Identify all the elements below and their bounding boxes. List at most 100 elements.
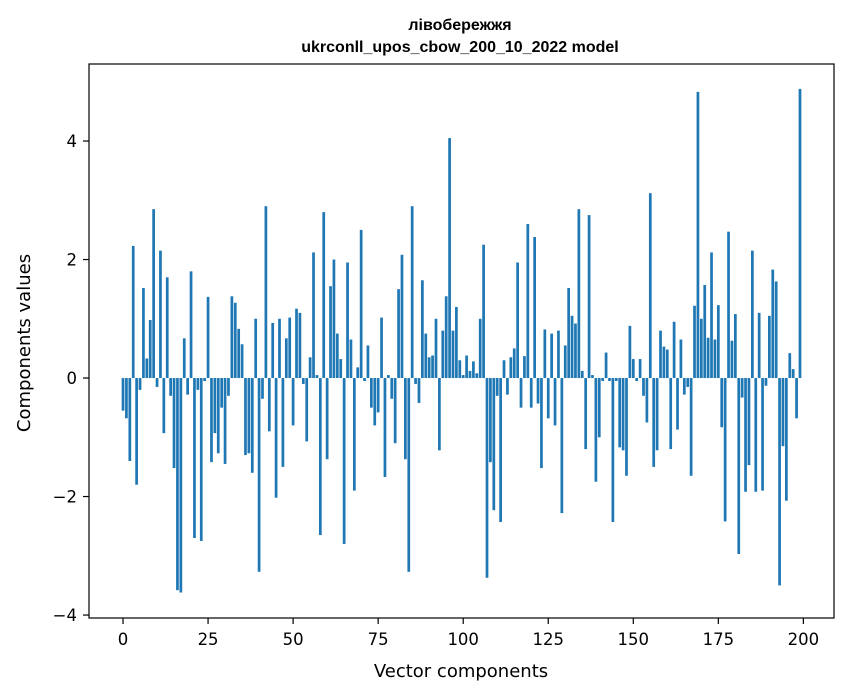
bar-122 [536, 378, 540, 404]
bar-95 [444, 296, 448, 379]
bar-8 [148, 319, 152, 379]
bar-31 [227, 378, 230, 396]
bar-42 [264, 206, 268, 379]
bar-157 [655, 378, 659, 451]
bar-117 [519, 378, 523, 408]
bar-141 [601, 378, 605, 381]
bar-168 [693, 305, 696, 379]
bar-65 [342, 378, 346, 544]
bar-37 [247, 378, 251, 454]
bar-147 [621, 378, 625, 451]
bar-80 [393, 378, 397, 444]
x-axis-label: Vector components [374, 661, 548, 682]
bar-48 [284, 338, 288, 379]
bar-81 [397, 289, 400, 379]
bar-110 [495, 378, 499, 396]
x-tick-label: 125 [532, 630, 564, 649]
bar-176 [720, 378, 724, 428]
bar-45 [274, 378, 278, 498]
bar-1 [125, 378, 128, 419]
bar-68 [352, 378, 356, 491]
x-tick-label: 0 [118, 630, 129, 649]
bar-105 [478, 318, 482, 379]
bar-32 [230, 296, 234, 379]
bar-9 [152, 209, 155, 379]
bar-10 [155, 378, 159, 387]
bar-118 [523, 356, 526, 379]
bar-3 [131, 245, 135, 379]
chart-title: лівобережжя [408, 17, 511, 34]
bar-145 [614, 378, 618, 381]
bar-69 [356, 367, 360, 379]
plot-area-frame [88, 63, 835, 619]
bar-183 [744, 378, 747, 492]
bar-150 [631, 359, 635, 379]
bar-144 [611, 378, 615, 523]
bar-94 [441, 330, 445, 379]
bar-161 [669, 378, 673, 450]
y-tick-label: 0 [67, 369, 78, 388]
bar-28 [216, 378, 220, 454]
bar-17 [179, 378, 183, 593]
bar-79 [390, 378, 394, 399]
bar-149 [628, 325, 632, 379]
bar-34 [237, 328, 241, 379]
bar-179 [730, 340, 734, 379]
bar-146 [618, 378, 622, 448]
bar-14 [169, 378, 172, 396]
y-axis-ticks: −4 −2 0 2 4 [53, 132, 89, 625]
bar-40 [257, 378, 261, 572]
bar-43 [267, 378, 271, 432]
bar-20 [189, 271, 193, 379]
bar-100 [461, 375, 465, 379]
x-tick-label: 75 [368, 630, 389, 649]
bar-143 [608, 378, 611, 381]
bar-173 [710, 252, 713, 379]
bar-74 [373, 378, 377, 426]
bar-185 [751, 250, 754, 379]
bar-190 [768, 315, 771, 379]
bar-199 [798, 88, 802, 379]
bar-27 [213, 378, 217, 434]
bar-51 [295, 308, 298, 379]
bar-41 [261, 378, 264, 399]
bar-82 [400, 254, 404, 379]
bar-121 [533, 237, 536, 379]
bar-59 [322, 212, 326, 379]
bar-191 [771, 269, 775, 379]
bar-90 [427, 357, 431, 379]
bar-7 [145, 358, 149, 379]
bar-85 [410, 206, 414, 379]
bar-96 [448, 138, 451, 379]
bar-22 [196, 378, 200, 390]
y-tick-label: −2 [53, 488, 77, 507]
bar-19 [186, 378, 190, 395]
bar-155 [648, 193, 652, 379]
bar-189 [764, 378, 768, 386]
bar-156 [652, 378, 656, 467]
bar-130 [563, 345, 567, 379]
bar-132 [570, 315, 574, 379]
x-tick-label: 25 [198, 630, 219, 649]
x-tick-label: 175 [703, 630, 735, 649]
bar-158 [659, 330, 662, 379]
bar-107 [485, 378, 489, 578]
bar-188 [761, 378, 764, 491]
bar-153 [642, 378, 645, 396]
bar-18 [182, 338, 186, 379]
bar-62 [332, 259, 336, 379]
bar-111 [499, 378, 502, 523]
bar-47 [281, 378, 285, 467]
bar-70 [359, 229, 363, 379]
bar-180 [733, 314, 737, 379]
bar-5 [138, 378, 142, 390]
bar-167 [689, 378, 693, 476]
bar-159 [662, 346, 666, 379]
bar-25 [206, 296, 210, 379]
bar-106 [482, 244, 485, 379]
bar-170 [699, 318, 703, 379]
bar-86 [414, 378, 417, 384]
bar-154 [645, 378, 649, 423]
bar-13 [165, 277, 169, 379]
